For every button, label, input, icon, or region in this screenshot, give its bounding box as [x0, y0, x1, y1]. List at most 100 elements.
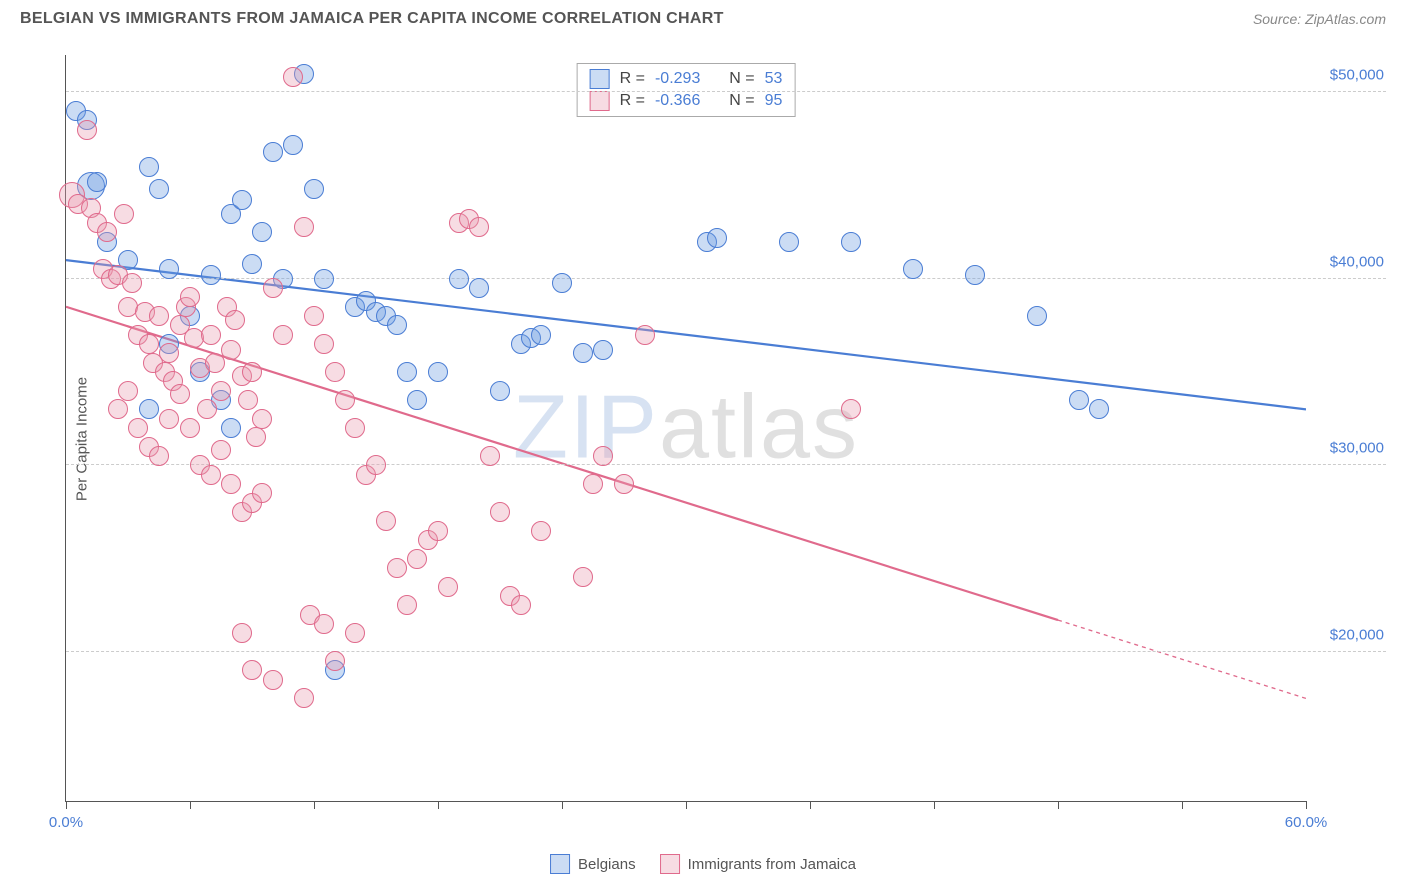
- legend-label: Belgians: [578, 856, 636, 873]
- data-point: [428, 362, 448, 382]
- data-point: [366, 455, 386, 475]
- y-tick-label: $20,000: [1330, 626, 1384, 643]
- chart-container: Per Capita Income ZIPatlas R =-0.293 N =…: [20, 45, 1386, 832]
- y-tick-label: $50,000: [1330, 67, 1384, 84]
- data-point: [122, 273, 142, 293]
- stat-n-value: 95: [765, 92, 783, 110]
- data-point: [965, 265, 985, 285]
- data-point: [397, 362, 417, 382]
- data-point: [480, 446, 500, 466]
- x-tick-label: 0.0%: [49, 814, 83, 831]
- stat-r-value: -0.293: [655, 70, 700, 88]
- data-point: [841, 399, 861, 419]
- stat-r-label: R =: [620, 92, 645, 110]
- data-point: [345, 623, 365, 643]
- stat-r-label: R =: [620, 70, 645, 88]
- data-point: [345, 418, 365, 438]
- stat-n-value: 53: [765, 70, 783, 88]
- data-point: [128, 418, 148, 438]
- data-point: [707, 228, 727, 248]
- data-point: [232, 623, 252, 643]
- gridline-h: [66, 651, 1386, 652]
- data-point: [197, 399, 217, 419]
- legend-item: Immigrants from Jamaica: [660, 854, 856, 874]
- data-point: [376, 511, 396, 531]
- x-tick: [934, 801, 935, 809]
- data-point: [201, 325, 221, 345]
- data-point: [252, 222, 272, 242]
- data-point: [428, 521, 448, 541]
- x-tick: [190, 801, 191, 809]
- data-point: [221, 340, 241, 360]
- stats-row: R =-0.366 N =95: [590, 90, 783, 112]
- data-point: [387, 315, 407, 335]
- data-point: [779, 232, 799, 252]
- data-point: [221, 418, 241, 438]
- x-tick: [438, 801, 439, 809]
- data-point: [325, 651, 345, 671]
- data-point: [1089, 399, 1109, 419]
- stat-n-label: N =: [729, 92, 754, 110]
- stats-legend-box: R =-0.293 N =53R =-0.366 N =95: [577, 63, 796, 117]
- data-point: [211, 381, 231, 401]
- data-point: [252, 409, 272, 429]
- data-point: [1069, 390, 1089, 410]
- plot-area: ZIPatlas R =-0.293 N =53R =-0.366 N =95 …: [65, 55, 1306, 802]
- series-legend: Belgians Immigrants from Jamaica: [550, 854, 856, 874]
- data-point: [614, 474, 634, 494]
- data-point: [201, 265, 221, 285]
- watermark-part1: ZIP: [513, 378, 659, 478]
- data-point: [531, 521, 551, 541]
- data-point: [139, 157, 159, 177]
- data-point: [205, 353, 225, 373]
- x-tick: [66, 801, 67, 809]
- legend-swatch: [590, 69, 610, 89]
- data-point: [314, 614, 334, 634]
- data-point: [242, 362, 262, 382]
- data-point: [225, 310, 245, 330]
- data-point: [469, 217, 489, 237]
- data-point: [903, 259, 923, 279]
- data-point: [97, 222, 117, 242]
- data-point: [531, 325, 551, 345]
- data-point: [159, 259, 179, 279]
- data-point: [490, 502, 510, 522]
- y-tick-label: $40,000: [1330, 253, 1384, 270]
- data-point: [263, 142, 283, 162]
- data-point: [149, 179, 169, 199]
- data-point: [387, 558, 407, 578]
- data-point: [635, 325, 655, 345]
- data-point: [180, 287, 200, 307]
- data-point: [149, 306, 169, 326]
- data-point: [438, 577, 458, 597]
- y-tick-label: $30,000: [1330, 440, 1384, 457]
- stats-row: R = -0.293 N = 53: [590, 68, 783, 90]
- data-point: [1027, 306, 1047, 326]
- data-point: [304, 306, 324, 326]
- data-point: [273, 325, 293, 345]
- legend-swatch: [590, 91, 610, 111]
- data-point: [221, 474, 241, 494]
- x-tick: [686, 801, 687, 809]
- data-point: [573, 567, 593, 587]
- data-point: [407, 390, 427, 410]
- data-point: [283, 135, 303, 155]
- data-point: [170, 384, 190, 404]
- data-point: [159, 409, 179, 429]
- data-point: [490, 381, 510, 401]
- data-point: [407, 549, 427, 569]
- data-point: [294, 217, 314, 237]
- stat-n-label: N =: [729, 70, 754, 88]
- data-point: [180, 418, 200, 438]
- data-point: [841, 232, 861, 252]
- data-point: [397, 595, 417, 615]
- data-point: [87, 172, 107, 192]
- data-point: [252, 483, 272, 503]
- data-point: [211, 440, 231, 460]
- x-tick: [1182, 801, 1183, 809]
- legend-item: Belgians: [550, 854, 636, 874]
- data-point: [242, 660, 262, 680]
- legend-label: Immigrants from Jamaica: [688, 856, 856, 873]
- gridline-h: [66, 278, 1386, 279]
- data-point: [573, 343, 593, 363]
